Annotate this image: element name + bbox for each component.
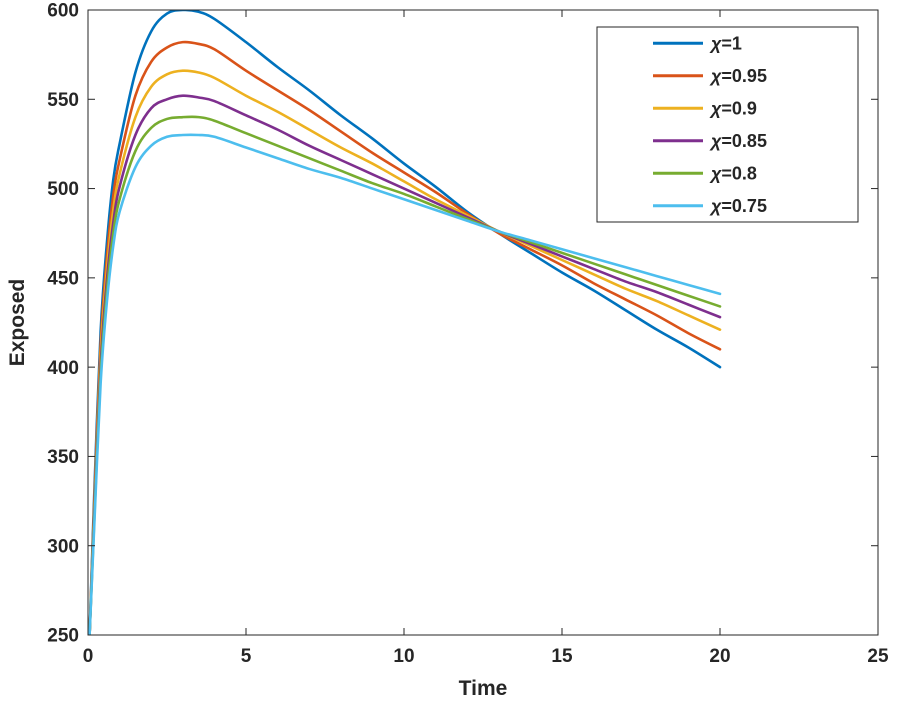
y-tick-label: 500 (47, 179, 79, 200)
series-line-3 (88, 69, 722, 635)
y-tick-label: 400 (47, 358, 79, 379)
legend-label-6: χ=0.75 (709, 196, 767, 216)
y-tick-label: 600 (47, 1, 79, 22)
y-axis-label: Exposed (6, 279, 29, 367)
x-tick-label: 25 (867, 646, 889, 667)
legend-label-1: χ=1 (709, 34, 742, 54)
legend-label-4: χ=0.85 (709, 131, 767, 151)
x-tick-label: 20 (709, 646, 730, 667)
y-tick-label: 550 (47, 90, 79, 111)
legend-label-2: χ=0.95 (709, 66, 767, 86)
series-line-5 (88, 115, 722, 635)
x-tick-label: 5 (241, 646, 252, 667)
legend: χ=1 χ=0.95 χ=0.9 χ=0.85 χ=0.8 χ=0.75 (596, 26, 859, 223)
y-tick-label: 450 (47, 269, 79, 290)
series-line-1 (88, 10, 722, 635)
y-tick-label: 300 (47, 536, 79, 557)
series-line-2 (88, 40, 722, 635)
series-group (88, 10, 722, 635)
series-line-6 (88, 133, 722, 635)
plot-box (87, 9, 879, 636)
legend-box (596, 26, 859, 223)
x-axis-label: Time (459, 677, 508, 700)
legend-label-3: χ=0.9 (709, 99, 757, 119)
x-tick-label: 15 (551, 646, 573, 667)
legend-label-5: χ=0.8 (709, 164, 757, 184)
y-tick-label: 250 (47, 626, 79, 647)
x-tick-label: 10 (393, 646, 414, 667)
x-tick-label: 0 (83, 646, 94, 667)
y-tick-label: 350 (47, 447, 79, 468)
